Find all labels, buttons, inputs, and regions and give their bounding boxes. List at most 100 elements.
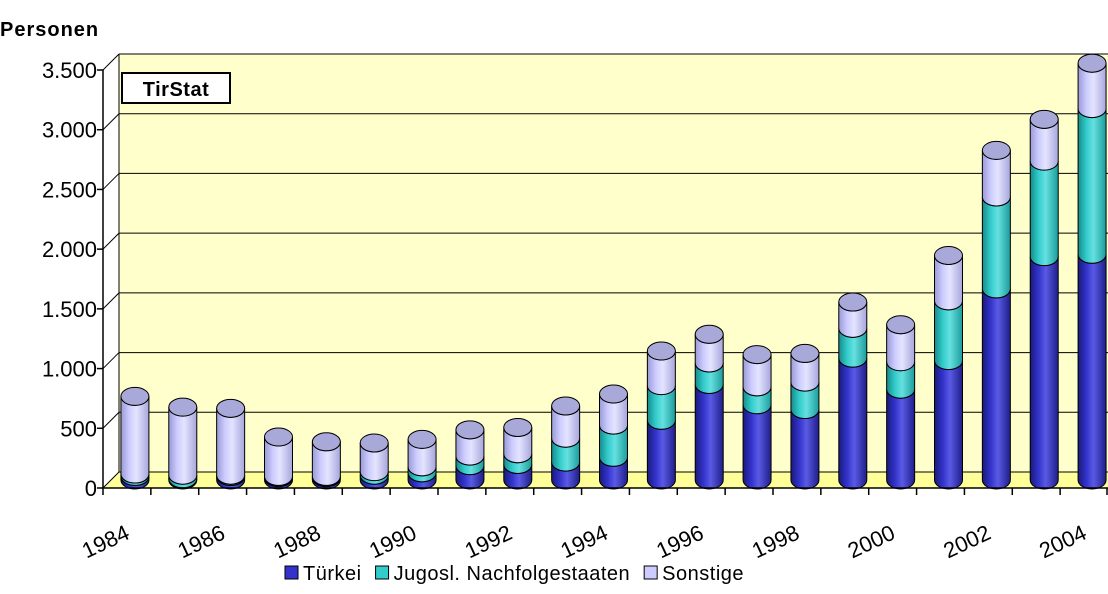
bar-1984 bbox=[120, 386, 150, 490]
bar-top-cap bbox=[1077, 53, 1107, 73]
y-tick-label: 2.500 bbox=[42, 177, 97, 202]
gridline-depth bbox=[102, 352, 120, 369]
bar-segment-0 bbox=[742, 404, 772, 490]
bar-top-cap bbox=[216, 398, 246, 418]
bar-1998 bbox=[790, 343, 820, 490]
gridline-depth bbox=[102, 411, 120, 429]
bar-top-cap bbox=[455, 420, 485, 440]
bar-top-cap bbox=[981, 140, 1011, 160]
bar-segment-1 bbox=[1077, 108, 1107, 264]
x-tick-label: 2000 bbox=[844, 520, 899, 563]
badge-box bbox=[121, 72, 231, 104]
bar-1993 bbox=[551, 396, 581, 490]
bar-top-cap bbox=[886, 315, 916, 335]
bar-top-cap bbox=[694, 324, 724, 344]
bar-segment-0 bbox=[934, 360, 963, 490]
x-tick-label: 1998 bbox=[748, 520, 803, 563]
gridline-depth bbox=[102, 471, 120, 489]
bar-top-cap bbox=[264, 427, 293, 447]
bar-segment-0 bbox=[646, 420, 676, 490]
bar-segment-0 bbox=[981, 288, 1011, 490]
y-tick-label: 3.000 bbox=[42, 118, 97, 143]
badge-label: TirStat bbox=[143, 79, 209, 101]
bar-1988 bbox=[311, 432, 341, 490]
legend-label: Jugosl. Nachfolgestaaten bbox=[394, 563, 631, 585]
bar-top-cap bbox=[599, 384, 628, 404]
bar-top-cap bbox=[311, 432, 341, 452]
bar-segment-0 bbox=[790, 409, 820, 490]
legend-swatch bbox=[375, 565, 390, 580]
bar-top-cap bbox=[838, 292, 868, 312]
gridline-depth bbox=[102, 113, 120, 131]
bar-top-cap bbox=[934, 245, 963, 265]
y-tick-label: 2.000 bbox=[42, 237, 97, 262]
bar-segment-0 bbox=[1077, 254, 1107, 490]
x-tick-label: 1986 bbox=[174, 520, 229, 563]
y-axis-title: Personen bbox=[0, 19, 99, 41]
bar-top-cap bbox=[790, 343, 820, 363]
legend-label: Sonstige bbox=[662, 563, 744, 585]
x-tick-label: 2004 bbox=[1035, 520, 1090, 563]
bar-1997 bbox=[742, 345, 772, 490]
bar-segment-2 bbox=[168, 407, 198, 485]
bar-1989 bbox=[359, 433, 389, 490]
x-tick-label: 1984 bbox=[78, 520, 133, 563]
bar-segment-0 bbox=[886, 389, 916, 490]
bar-2004 bbox=[1077, 53, 1107, 490]
bar-1991 bbox=[455, 420, 485, 490]
bar-1999 bbox=[838, 292, 868, 490]
bar-top-cap bbox=[120, 386, 150, 406]
y-tick-label: 1.500 bbox=[42, 297, 97, 322]
y-tick-label: 0 bbox=[85, 476, 97, 501]
bars bbox=[120, 53, 1107, 490]
gridline-depth bbox=[102, 53, 120, 71]
bar-top-cap bbox=[646, 341, 676, 361]
bar-segment-1 bbox=[981, 196, 1011, 299]
bar-2003 bbox=[1029, 109, 1059, 490]
bar-top-cap bbox=[168, 397, 198, 417]
bar-segment-2 bbox=[120, 396, 150, 484]
bar-top-cap bbox=[407, 429, 437, 449]
y-tick-label: 500 bbox=[60, 416, 97, 441]
bar-top-cap bbox=[503, 417, 533, 437]
legend-swatch bbox=[284, 565, 299, 580]
bar-segment-1 bbox=[934, 300, 963, 371]
bar-1994 bbox=[599, 384, 628, 490]
bar-2001 bbox=[934, 245, 963, 490]
gridline-depth bbox=[102, 292, 120, 310]
bar-1985 bbox=[168, 397, 198, 490]
x-tick-label: 1988 bbox=[270, 520, 325, 563]
y-tick-label: 3.500 bbox=[42, 58, 97, 83]
legend-item: Türkei bbox=[284, 563, 361, 585]
x-tick-label: 2002 bbox=[940, 520, 995, 563]
x-tick-label: 1996 bbox=[652, 520, 707, 563]
legend-item: Jugosl. Nachfolgestaaten bbox=[375, 563, 631, 585]
gridline-depth bbox=[102, 232, 120, 250]
bar-1990 bbox=[407, 429, 437, 490]
bar-1987 bbox=[264, 427, 293, 490]
y-tick-label: 1.000 bbox=[42, 357, 97, 382]
bar-segment-2 bbox=[216, 408, 246, 485]
bar-1986 bbox=[216, 398, 246, 490]
bar-top-cap bbox=[742, 345, 772, 365]
bar-segment-0 bbox=[838, 358, 868, 490]
bar-2002 bbox=[981, 140, 1011, 490]
legend-item: Sonstige bbox=[643, 563, 744, 585]
bar-top-cap bbox=[1029, 109, 1059, 129]
bar-top-cap bbox=[359, 433, 389, 453]
bar-top-cap bbox=[551, 396, 581, 416]
source-badge: TirStat bbox=[121, 72, 231, 104]
bar-1992 bbox=[503, 417, 533, 490]
bar-segment-0 bbox=[694, 384, 724, 490]
gridline-depth bbox=[102, 173, 120, 190]
legend: Türkei Jugosl. Nachfolgestaaten Sonstige bbox=[284, 563, 744, 585]
legend-swatch bbox=[643, 565, 658, 580]
bar-1995 bbox=[646, 341, 676, 490]
x-tick-label: 1992 bbox=[461, 520, 516, 563]
x-tick-label: 1994 bbox=[557, 520, 612, 563]
bar-segment-0 bbox=[1029, 256, 1059, 490]
bar-2000 bbox=[886, 315, 916, 490]
x-tick-label: 1990 bbox=[365, 520, 420, 563]
bar-1996 bbox=[694, 324, 724, 490]
